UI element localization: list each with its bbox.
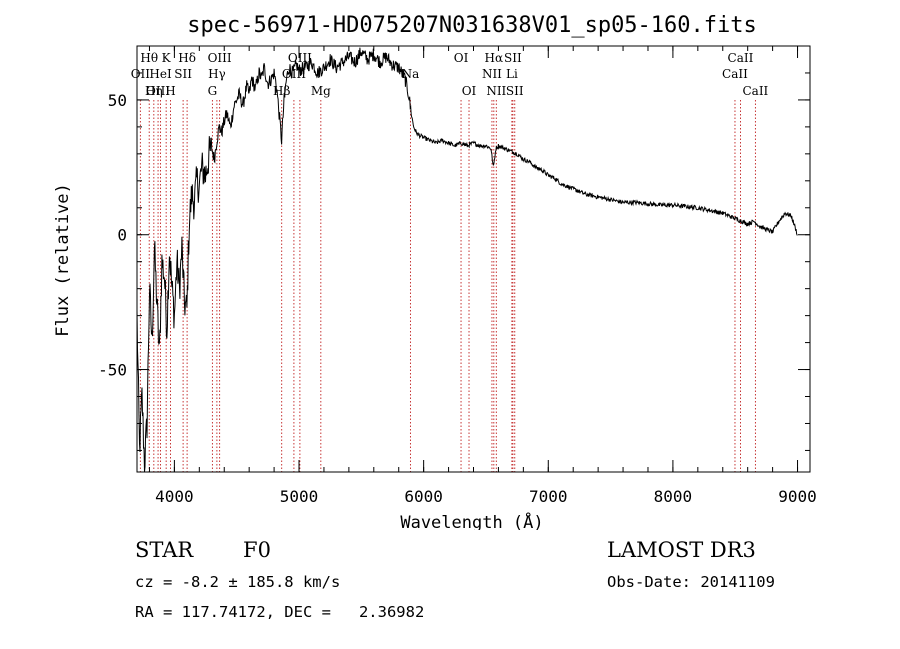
line-marker-label: Li <box>506 67 518 81</box>
line-marker-label: OI <box>462 84 477 98</box>
line-marker-label: HeI <box>149 67 172 81</box>
x-axis-label: Wavelength (Å) <box>400 511 543 530</box>
line-marker-label: OIII <box>146 84 170 98</box>
line-marker-label: SII <box>174 67 192 81</box>
y-axis-ticks: -50 0 50 <box>98 72 810 451</box>
line-marker-label: CaII <box>728 51 754 65</box>
line-marker-label: Mg <box>311 84 331 98</box>
line-marker-label: Hδ <box>178 51 196 65</box>
x-tick-label: 5000 <box>280 487 319 506</box>
y-tick-label: -50 <box>98 361 127 380</box>
line-marker-label: Hθ <box>140 51 158 65</box>
obs-date-text: Obs-Date: 20141109 <box>607 573 775 591</box>
line-marker-label: H <box>165 84 175 98</box>
line-marker-label: SII <box>506 84 524 98</box>
x-axis-ticks: 4000 5000 6000 7000 8000 9000 <box>148 46 817 506</box>
x-tick-label: 9000 <box>778 487 817 506</box>
line-marker-label: NII <box>482 67 502 81</box>
survey-name: LAMOST DR3 <box>607 538 756 562</box>
line-marker-label: CaII <box>722 67 748 81</box>
redshift-text: cz = -8.2 ± 185.8 km/s <box>135 573 341 591</box>
line-markers <box>139 100 756 472</box>
object-subclass: F0 <box>243 538 271 562</box>
line-marker-label: CaII <box>742 84 768 98</box>
line-marker-label: Hη <box>145 84 163 98</box>
x-tick-label: 4000 <box>155 487 194 506</box>
chart-title: spec-56971-HD075207N031638V01_sp05-160.f… <box>187 13 757 38</box>
object-class: STAR <box>135 538 194 562</box>
plot-frame <box>136 45 811 473</box>
line-marker-label: Hγ <box>208 67 226 81</box>
line-marker-label: OIII <box>208 51 232 65</box>
y-tick-label: 0 <box>117 226 127 245</box>
line-marker-label: NII <box>486 84 506 98</box>
line-marker-label: Hα <box>485 51 504 65</box>
coords-text: RA = 117.74172, DEC = 2.36982 <box>135 603 425 621</box>
spectrum-chart: spec-56971-HD075207N031638V01_sp05-160.f… <box>53 13 817 530</box>
y-tick-label: 50 <box>108 91 127 110</box>
x-tick-label: 8000 <box>654 487 693 506</box>
y-axis-label: Flux (relative) <box>53 183 73 337</box>
line-marker-label: K <box>162 51 172 65</box>
line-marker-label: SII <box>504 51 522 65</box>
x-tick-label: 6000 <box>404 487 443 506</box>
line-marker-label: OI <box>454 51 469 65</box>
line-marker-label: G <box>208 84 218 98</box>
spectrum-line <box>136 47 798 473</box>
line-marker-label: OII <box>131 67 151 81</box>
x-tick-label: 7000 <box>529 487 568 506</box>
